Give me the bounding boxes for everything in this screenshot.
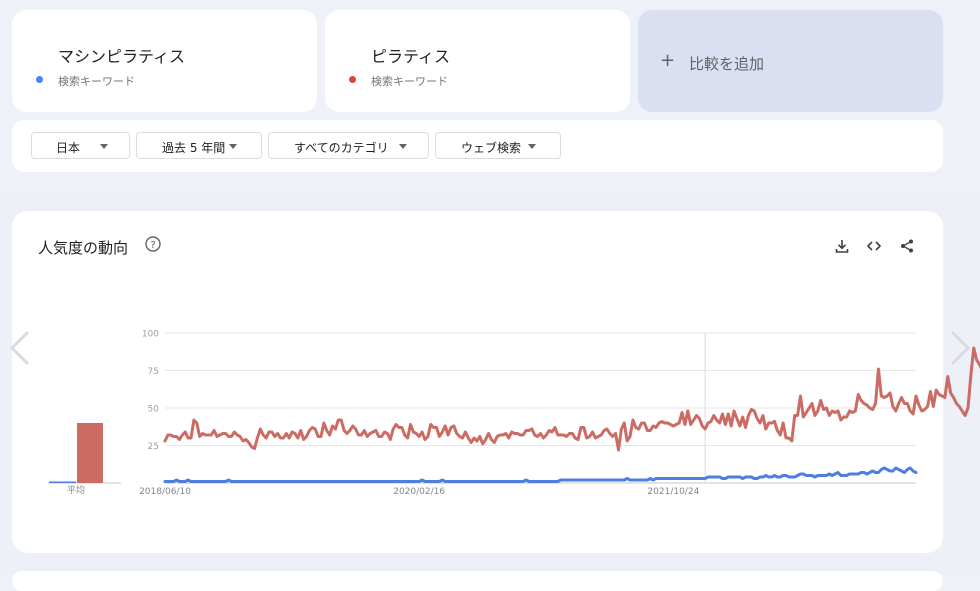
add-comparison-label: 比較を追加: [689, 55, 765, 73]
svg-text:?: ?: [150, 240, 155, 251]
chevron-left-icon[interactable]: [6, 328, 36, 368]
term-color-dot: [349, 76, 356, 83]
region-dropdown[interactable]: 日本: [31, 132, 130, 159]
download-icon[interactable]: [834, 238, 850, 254]
share-icon[interactable]: [899, 238, 915, 254]
add-comparison-button[interactable]: + 比較を追加: [638, 10, 943, 112]
caret-down-icon: [100, 144, 108, 149]
search-type-dropdown-label: ウェブ検索: [461, 141, 522, 155]
term-title: ピラティス: [371, 47, 451, 66]
caret-down-icon: [399, 144, 407, 149]
caret-down-icon: [528, 144, 536, 149]
term-color-dot: [36, 76, 43, 83]
next-section-card: [12, 571, 943, 591]
term-card-machine-pilates[interactable]: マシンピラティス 検索キーワード: [12, 10, 317, 112]
chevron-right-icon[interactable]: [944, 328, 974, 368]
category-dropdown[interactable]: すべてのカテゴリ: [268, 132, 429, 159]
interest-over-time-card: 人気度の動向 ?: [12, 211, 943, 553]
help-icon[interactable]: ?: [145, 236, 161, 252]
category-dropdown-label: すべてのカテゴリ: [294, 141, 389, 155]
time-range-dropdown[interactable]: 過去 5 年間: [136, 132, 262, 159]
search-type-dropdown[interactable]: ウェブ検索: [435, 132, 561, 159]
region-dropdown-label: 日本: [56, 141, 81, 155]
embed-icon[interactable]: [866, 238, 882, 254]
term-card-pilates[interactable]: ピラティス 検索キーワード: [325, 10, 630, 112]
term-subtitle: 検索キーワード: [58, 75, 135, 88]
plus-icon: +: [660, 50, 676, 71]
time-range-dropdown-label: 過去 5 年間: [162, 141, 226, 155]
term-title: マシンピラティス: [58, 47, 186, 66]
caret-down-icon: [229, 144, 237, 149]
chart-title: 人気度の動向: [38, 239, 129, 257]
filter-bar: 日本 過去 5 年間 すべてのカテゴリ ウェブ検索: [12, 120, 943, 172]
term-subtitle: 検索キーワード: [371, 75, 448, 88]
